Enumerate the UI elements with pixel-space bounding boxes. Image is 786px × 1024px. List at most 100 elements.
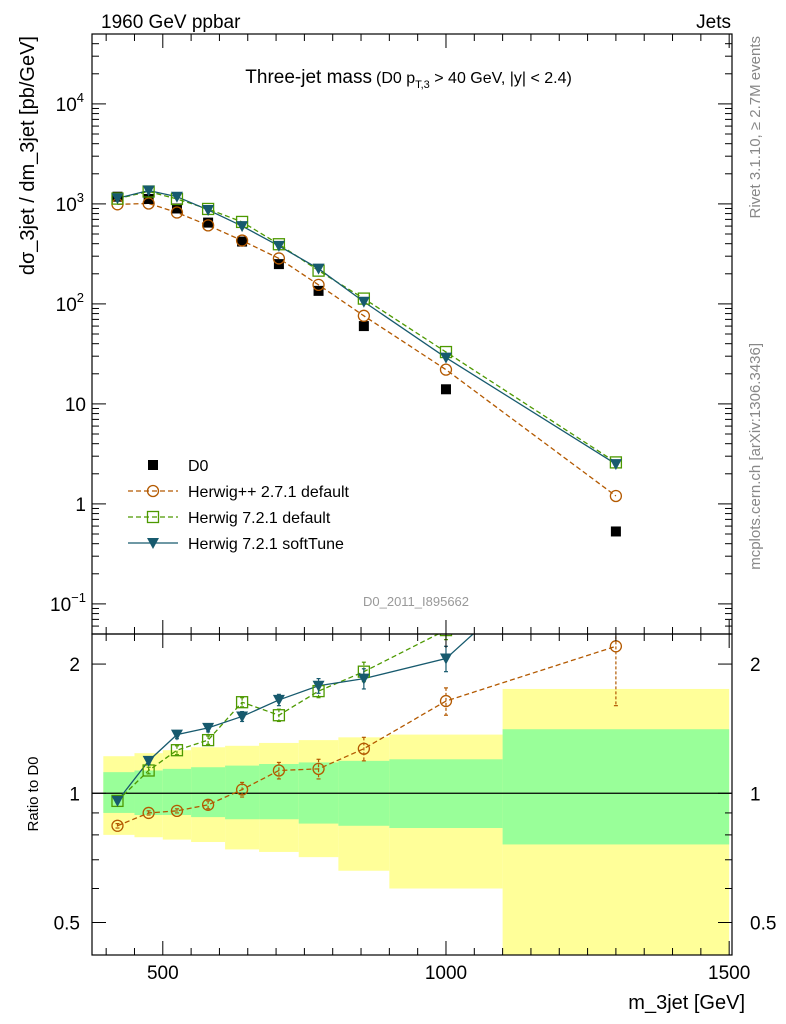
- header-category: Jets: [696, 12, 731, 33]
- legend-label: Herwig 7.2.1 softTune: [188, 536, 344, 553]
- ratio-point-herwig-2-7-1-default: [170, 804, 184, 818]
- point-herwig-2-7-1-default: [170, 206, 184, 219]
- point-herwig-7-2-1-softtune: [312, 263, 325, 275]
- ratio-frame: [91, 633, 733, 956]
- legend-label: Herwig++ 2.7.1 default: [188, 484, 350, 501]
- main-y-tick-label: 10: [65, 395, 86, 416]
- ratio-uncertainty-bands: [103, 688, 730, 955]
- point-herwig-7-2-1-softtune: [236, 221, 249, 233]
- main-y-tick-label: 104: [56, 90, 84, 116]
- rivet-version-label: Rivet 3.1.10, ≥ 2.7M events: [747, 36, 764, 219]
- main-series-layer: [111, 185, 623, 537]
- x-tick-label: 1500: [708, 963, 750, 984]
- ratio-point-herwig-7-2-1-softtune: [312, 680, 325, 692]
- main-y-tick-label: 10−1: [50, 590, 86, 616]
- ratio-point-herwig-2-7-1-default: [235, 783, 249, 796]
- point-herwig-7-2-1-softtune: [111, 193, 124, 205]
- ratio-point-herwig-7-2-1-softtune: [357, 673, 370, 685]
- ratio-y-tick-label: 1: [69, 784, 80, 805]
- ratio-y-tick-label-right: 2: [750, 655, 761, 676]
- legend-marker: [146, 484, 160, 498]
- point-d0: [237, 236, 248, 247]
- legend-marker: [146, 510, 160, 524]
- ratio-y-tick-label-right: 1: [750, 784, 761, 805]
- point-herwig-2-7-1-default: [272, 252, 286, 265]
- legend-marker: [147, 538, 159, 549]
- ratio-point-herwig-7-2-1-default: [201, 733, 215, 747]
- series-line-herwig-2-7-1-default: [117, 202, 617, 497]
- ratio-panel: 0.5 0.5 1 1 2 2 500 1000 1500 Ratio to D0: [25, 633, 776, 984]
- ratio-point-herwig-2-7-1-default: [272, 764, 286, 777]
- point-herwig-7-2-1-softtune: [609, 459, 622, 471]
- ratio-point-herwig-7-2-1-softtune: [111, 795, 124, 807]
- ratio-point-herwig-2-7-1-default: [357, 742, 371, 755]
- ratio-inner-band: [502, 729, 730, 845]
- mcplots-label: mcplots.cern.ch [arXiv:1306.3436]: [747, 343, 764, 570]
- ratio-point-herwig-2-7-1-default: [439, 694, 453, 708]
- point-herwig-2-7-1-default: [609, 489, 623, 503]
- ratio-point-herwig-7-2-1-softtune: [202, 722, 215, 734]
- point-d0: [610, 526, 621, 537]
- point-herwig-2-7-1-default: [201, 219, 215, 232]
- point-herwig-2-7-1-default: [235, 234, 249, 247]
- ratio-point-herwig-2-7-1-default: [312, 762, 325, 776]
- main-y-axis-label: dσ_3jet / dm_3jet [pb/GeV]: [17, 36, 39, 275]
- main-y-tick-label: 103: [56, 190, 84, 216]
- ratio-point-herwig-7-2-1-default: [272, 709, 286, 722]
- series-line-herwig-7-2-1-softtune: [117, 189, 617, 465]
- main-y-tick-label: 102: [56, 290, 84, 316]
- legend-marker: [148, 460, 158, 470]
- ratio-line-herwig-7-2-1-default: [117, 634, 440, 802]
- point-herwig-2-7-1-default: [357, 309, 371, 322]
- ratio-point-herwig-7-2-1-softtune: [142, 755, 155, 767]
- point-herwig-2-7-1-default: [142, 197, 155, 210]
- point-herwig-7-2-1-softtune: [142, 185, 155, 197]
- main-title: Three-jet mass: [245, 67, 372, 88]
- point-d0: [440, 384, 451, 395]
- point-herwig-7-2-1-softtune: [439, 352, 452, 364]
- main-ticks: 10−1 1 10 102 103 104: [50, 33, 732, 635]
- ratio-inner-band: [191, 767, 226, 818]
- ratio-ticks: 0.5 0.5 1 1 2 2 500 1000 1500: [54, 634, 776, 984]
- ratio-point-herwig-7-2-1-softtune: [272, 694, 285, 706]
- ratio-y-tick-label: 0.5: [54, 913, 80, 934]
- ratio-point-herwig-7-2-1-softtune: [170, 729, 183, 741]
- series-line-herwig-7-2-1-default: [117, 190, 617, 463]
- ratio-point-herwig-7-2-1-softtune: [236, 711, 249, 723]
- point-d0: [171, 203, 182, 214]
- ratio-point-herwig-7-2-1-default: [170, 744, 184, 757]
- ratio-series-layer: [111, 634, 623, 832]
- ratio-inner-band: [259, 764, 299, 820]
- analysis-watermark: D0_2011_I895662: [363, 594, 469, 609]
- legend-label: Herwig 7.2.1 default: [188, 510, 331, 527]
- point-herwig-2-7-1-default: [439, 363, 453, 376]
- ratio-point-herwig-2-7-1-default: [201, 798, 215, 811]
- ratio-line-herwig-7-2-1-softtune: [116, 634, 475, 802]
- point-d0: [203, 217, 214, 228]
- ratio-point-herwig-2-7-1-default: [142, 806, 155, 820]
- ratio-y-tick-label-right: 0.5: [750, 913, 776, 934]
- ratio-point-herwig-7-2-1-default: [235, 696, 249, 709]
- point-herwig-7-2-1-softtune: [202, 204, 215, 216]
- ratio-inner-band: [162, 768, 192, 816]
- point-herwig-7-2-1-softtune: [170, 191, 183, 203]
- ratio-point-herwig-2-7-1-default: [111, 819, 124, 832]
- point-d0: [358, 321, 369, 332]
- point-herwig-2-7-1-default: [312, 278, 325, 292]
- main-title-cut: (D0 pT,3 > 40 GeV, |y| < 2.4): [376, 70, 572, 91]
- main-y-tick-label: 1: [75, 495, 86, 516]
- ratio-y-tick-label: 2: [69, 655, 80, 676]
- x-tick-label: 1000: [425, 963, 467, 984]
- main-panel: 10−1 1 10 102 103 104 Three-jet mass (D0 pT,3…: [17, 33, 733, 635]
- x-axis-label: m_3jet [GeV]: [628, 992, 745, 1014]
- header-energy: 1960 GeV ppbar: [101, 12, 241, 33]
- x-tick-label: 500: [147, 963, 179, 984]
- ratio-y-axis-label: Ratio to D0: [25, 756, 42, 831]
- point-d0: [143, 193, 154, 204]
- legend: D0 Herwig++ 2.7.1 default Herwig 7.2.1 def…: [128, 458, 350, 553]
- ratio-point-herwig-7-2-1-softtune: [439, 653, 452, 665]
- point-herwig-7-2-1-softtune: [357, 296, 370, 308]
- legend-label: D0: [188, 458, 209, 475]
- point-herwig-7-2-1-softtune: [272, 240, 285, 252]
